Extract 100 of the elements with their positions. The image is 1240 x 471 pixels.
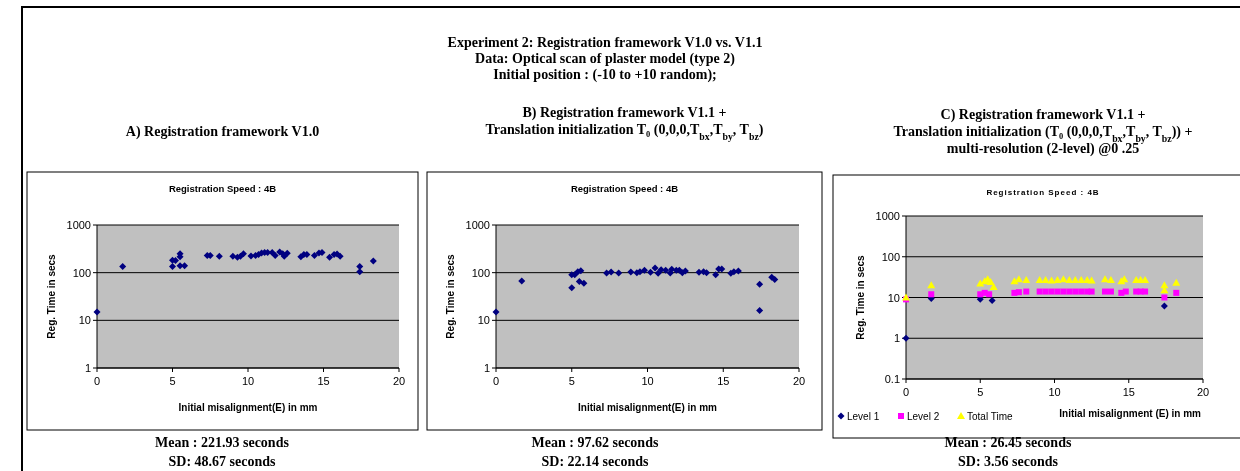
point: [356, 263, 364, 271]
legend-label: Level 2: [907, 411, 940, 422]
y-tick-label: 1: [893, 332, 900, 345]
x-tick-label: 5: [169, 375, 176, 387]
x-tick-label: 20: [392, 375, 406, 387]
point: [1041, 275, 1050, 283]
point: [181, 262, 189, 270]
point: [1066, 288, 1073, 295]
point: [492, 308, 500, 316]
x-tick-label: 15: [717, 375, 730, 387]
x-tick-label: 0: [93, 375, 101, 387]
y-axis-title: Reg. Time in secs: [445, 253, 456, 339]
point: [1042, 288, 1049, 295]
point: [1106, 275, 1115, 283]
point: [1023, 288, 1030, 295]
text: SD: 48.67 seconds: [168, 454, 277, 469]
point: [651, 264, 659, 272]
point: [575, 278, 583, 286]
point: [627, 268, 635, 276]
x-tick-label: 0: [492, 375, 500, 387]
point: [607, 268, 615, 276]
y-tick-label: 1000: [66, 219, 91, 231]
point: [1036, 288, 1043, 295]
y-axis-title: Reg. Time in secs: [46, 253, 57, 339]
point: [1072, 288, 1079, 295]
point: [215, 252, 223, 260]
text: SD: 22.14 seconds: [541, 454, 650, 469]
x-tick-label: 5: [568, 375, 575, 387]
point: [356, 268, 364, 276]
y-axis-title: Reg. Time in secs: [855, 254, 866, 340]
point: [369, 257, 377, 265]
point: [927, 281, 936, 289]
y-tick-label: 10: [477, 314, 490, 327]
point: [1160, 281, 1169, 289]
x-tick-label: 10: [1048, 386, 1061, 398]
point: [1173, 289, 1180, 296]
x-tick-label: 10: [641, 375, 654, 387]
chart-title: C) Registration framework V1.1 + Translation initialization (T₀ (0,0,0,T$_{bx}$,T$_{by}$, T$_{bz}$)) + multi-resolution (2-level) @0 .25: [893, 107, 1193, 156]
point: [1015, 289, 1022, 296]
point: [172, 257, 180, 264]
x-axis-title: Initial misalignment(E) in mm: [178, 402, 318, 413]
point: [1088, 288, 1095, 295]
point: [310, 251, 318, 259]
legend-label: Total Time: [967, 411, 1014, 422]
point: [928, 291, 935, 298]
point: [326, 253, 334, 261]
y-tick-label: 100: [881, 250, 900, 263]
point: [568, 284, 576, 292]
point: [1122, 288, 1129, 295]
point: [988, 296, 996, 304]
point: [615, 269, 623, 277]
x-axis-title: Initial misalignment (E) in mm: [1059, 408, 1202, 419]
text: Initial position : (-10 to +10 random);: [493, 67, 717, 83]
y-tick-label: 1000: [875, 210, 900, 222]
point: [1087, 276, 1096, 284]
point: [986, 291, 993, 298]
point: [1022, 275, 1031, 283]
point: [1060, 288, 1067, 295]
x-tick-label: 5: [977, 386, 984, 398]
y-tick-label: 1: [483, 362, 490, 374]
chart-subtitle: Registration Speed : 4B: [168, 183, 277, 194]
y-tick-label: 100: [471, 266, 490, 279]
point: [662, 266, 670, 274]
point: [1065, 275, 1074, 283]
x-tick-label: 15: [1122, 386, 1135, 398]
x-tick-label: 0: [902, 386, 910, 398]
point: [1160, 302, 1168, 310]
point: [1172, 278, 1181, 286]
point: [756, 280, 764, 288]
point: [1107, 288, 1114, 295]
point: [756, 307, 764, 315]
legend-label: Level 1: [847, 411, 880, 422]
y-tick-label: 1000: [465, 219, 490, 231]
x-tick-label: 15: [317, 375, 330, 387]
point: [518, 277, 526, 285]
x-axis-title: Initial misalignment(E) in mm: [578, 402, 718, 413]
text: Data: Optical scan of plaster model (type 2): [475, 51, 736, 67]
point: [1047, 276, 1056, 284]
point: [1054, 288, 1061, 295]
point: [1161, 294, 1168, 301]
point: [647, 268, 655, 276]
y-tick-label: 10: [78, 314, 91, 327]
chart-title: B) Registration framework V1.1 + Translation initialization T₀ (0,0,0,T$_{bx}$,T$_{by}$, T$_{bz}$): [485, 105, 764, 142]
point: [229, 252, 237, 260]
point: [1077, 275, 1086, 283]
point: [169, 263, 176, 271]
point: [1053, 275, 1062, 283]
point: [734, 267, 742, 275]
point: [640, 266, 648, 274]
text: SD: 3.56 seconds: [958, 454, 1059, 469]
point: [119, 263, 127, 271]
point: [580, 279, 588, 287]
y-tick-label: 1: [84, 362, 91, 374]
y-tick-label: 100: [72, 266, 91, 279]
text: Mean : 221.93 seconds: [155, 435, 290, 450]
point: [1101, 288, 1108, 295]
y-tick-label: 0.1: [884, 373, 900, 385]
x-tick-label: 10: [241, 375, 255, 387]
y-tick-label: 10: [887, 291, 900, 304]
point: [1078, 288, 1085, 295]
